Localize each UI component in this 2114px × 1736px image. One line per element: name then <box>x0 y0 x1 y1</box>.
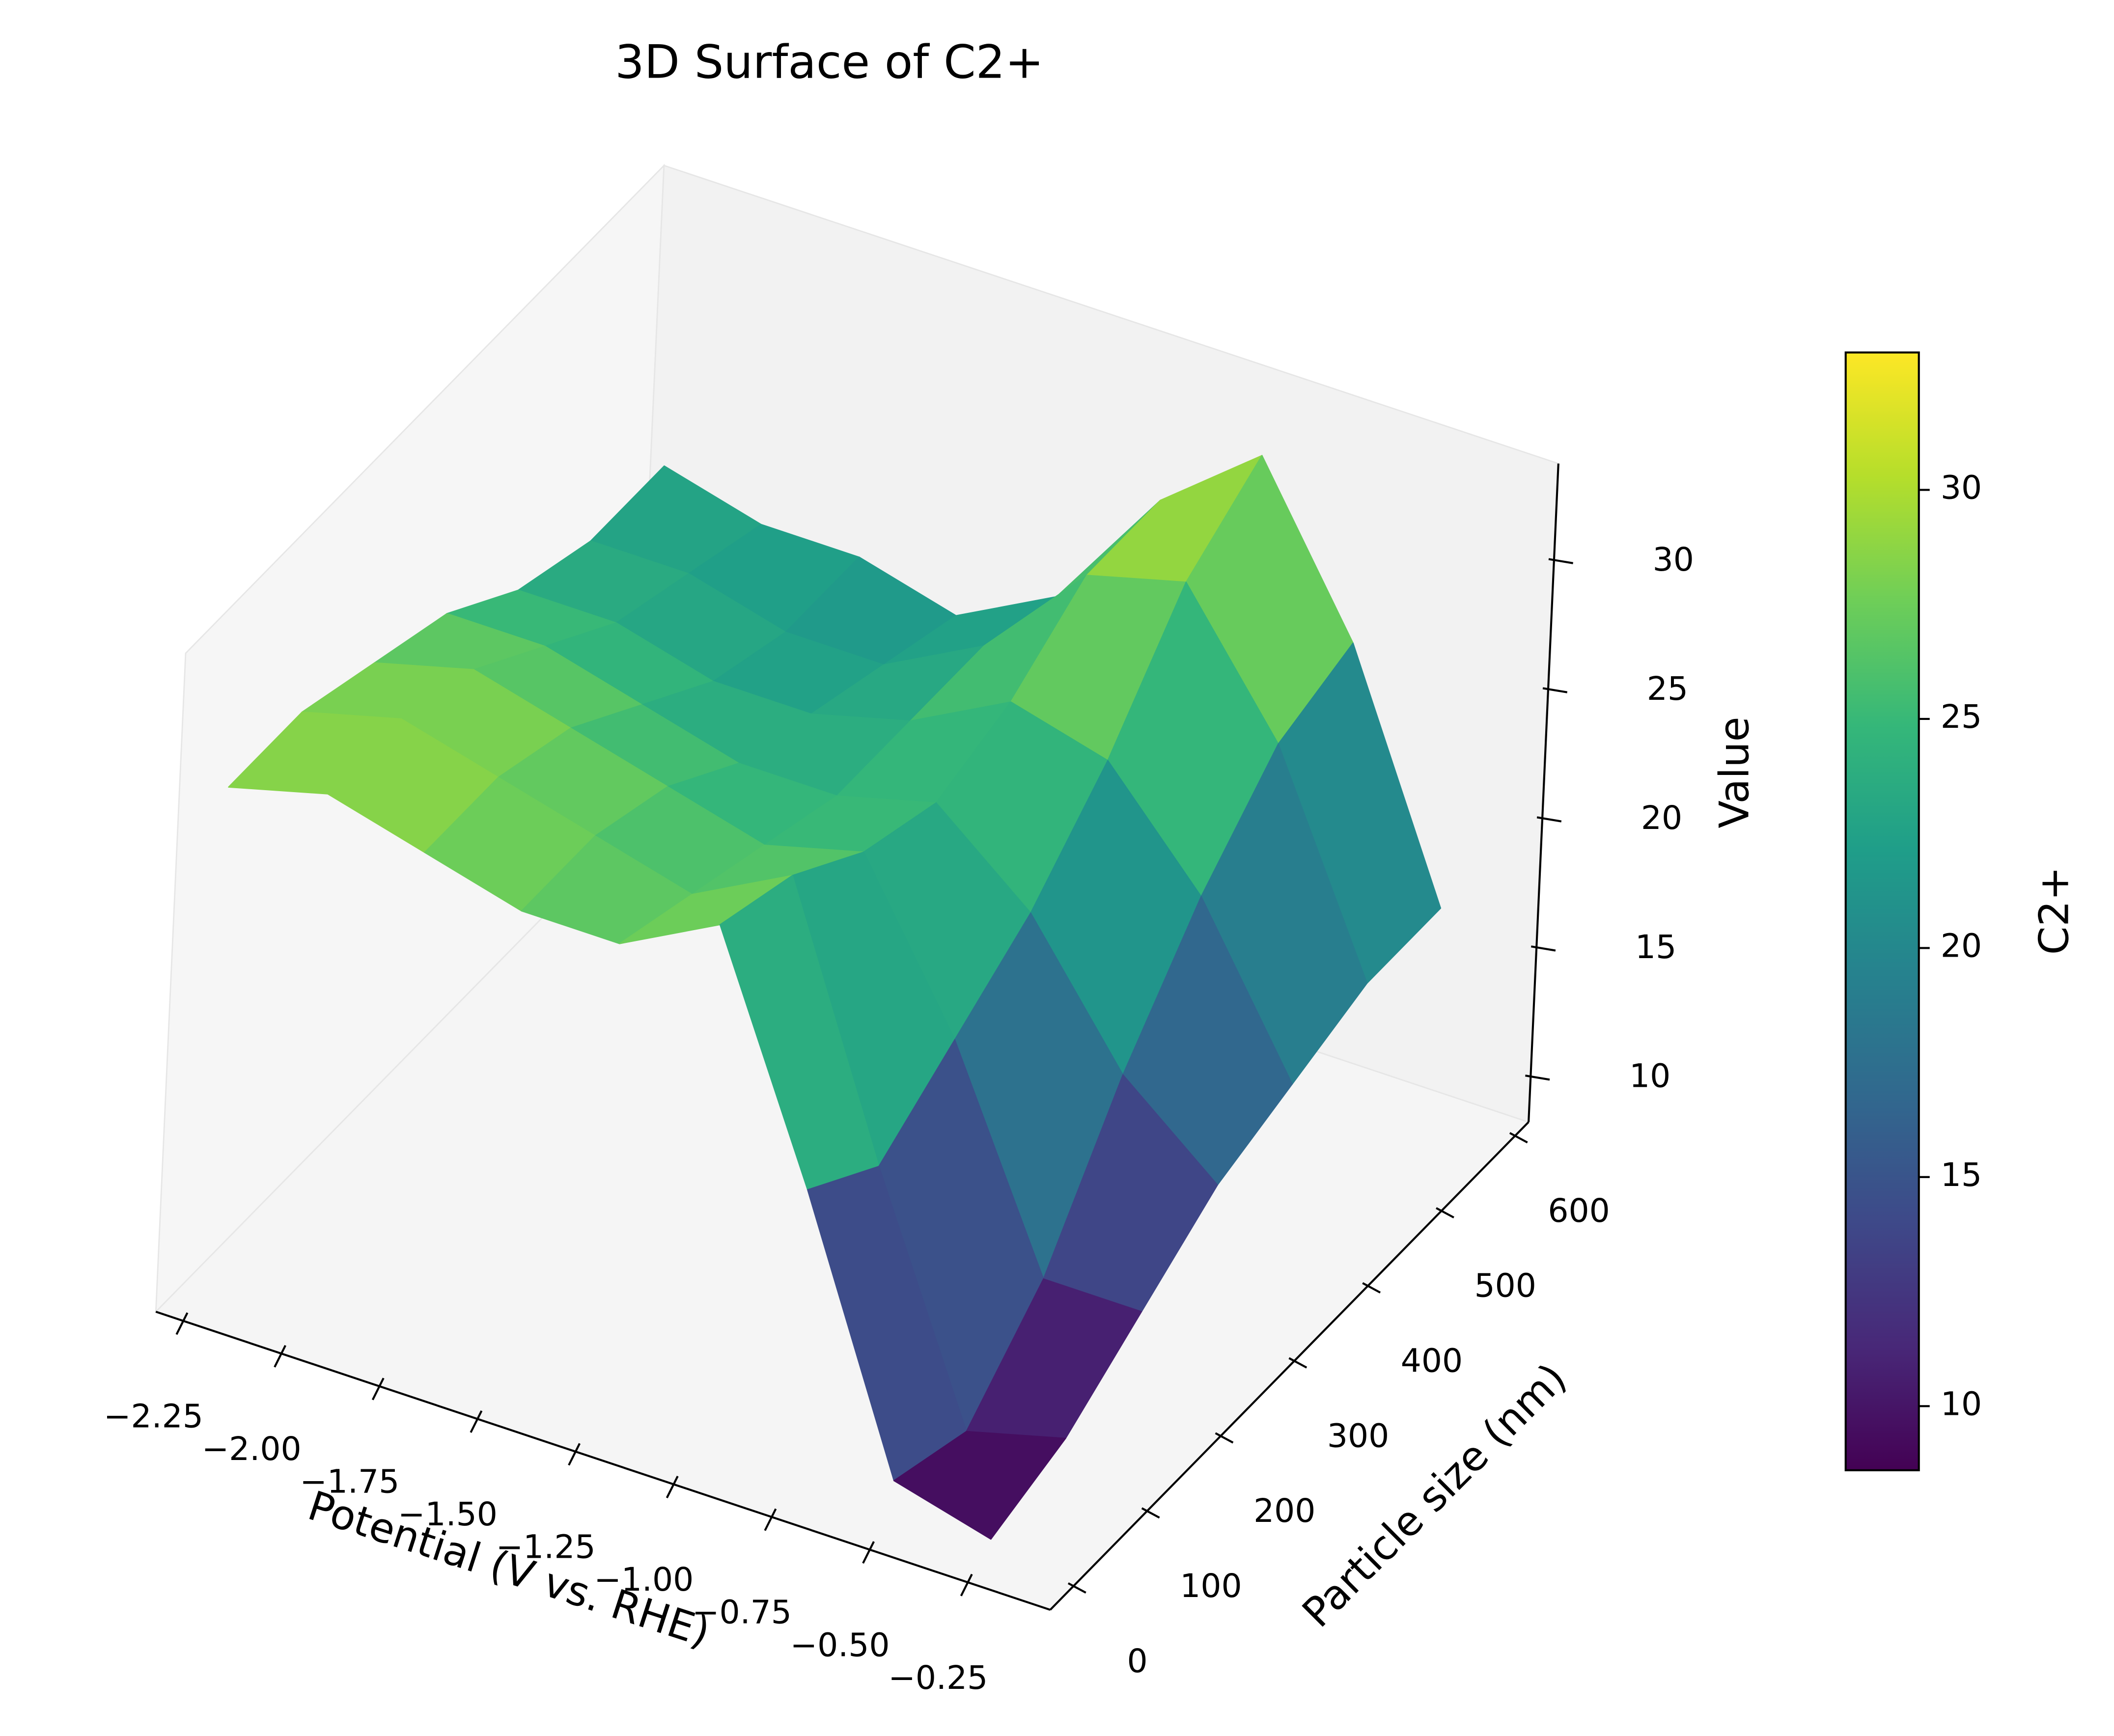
x-tick-label: −1.25 <box>496 1528 596 1566</box>
x-tick-label: −1.50 <box>398 1495 498 1533</box>
x-tick-label: −2.25 <box>104 1397 203 1435</box>
y-tick <box>1067 1582 1086 1594</box>
x-tick-label: −2.00 <box>202 1430 302 1468</box>
x-axis <box>155 1311 1051 1611</box>
x-tick <box>470 1410 483 1433</box>
z-tick-label: 30 <box>1653 541 1694 579</box>
y-tick <box>1141 1507 1160 1519</box>
z-axis-label: Value <box>1710 716 1758 828</box>
x-tick-label: −1.00 <box>594 1561 694 1598</box>
colorbar-label: C2+ <box>2031 867 2078 955</box>
x-tick-label: −0.25 <box>888 1659 988 1697</box>
y-tick <box>1215 1432 1234 1444</box>
colorbar-tick-label: 25 <box>1941 698 1982 736</box>
z-tick <box>1542 687 1568 693</box>
x-tick-label: −1.75 <box>300 1463 399 1501</box>
z-axis <box>1528 463 1559 1122</box>
surface-cell <box>893 1431 1066 1540</box>
z-tick <box>1548 558 1573 564</box>
y-tick-label: 400 <box>1401 1342 1463 1380</box>
y-tick-label: 200 <box>1253 1492 1315 1530</box>
x-tick <box>568 1443 581 1466</box>
x-tick <box>274 1345 286 1368</box>
x-tick <box>764 1508 777 1531</box>
colorbar-tick-label: 10 <box>1941 1385 1982 1423</box>
z-tick-label: 15 <box>1635 928 1676 966</box>
y-tick-label: 0 <box>1127 1642 1148 1680</box>
x-tick <box>862 1541 875 1564</box>
y-axis-label: Particle size (nm) <box>1293 1354 1576 1636</box>
colorbar-tick-label: 15 <box>1941 1156 1982 1194</box>
y-tick <box>1362 1282 1381 1294</box>
x-tick-label: −0.75 <box>692 1594 792 1631</box>
z-tick-label: 25 <box>1647 670 1688 708</box>
y-tick-label: 300 <box>1327 1417 1389 1455</box>
z-tick-label: 20 <box>1641 799 1682 837</box>
colorbar-tick-label: 30 <box>1941 469 1982 507</box>
z-tick <box>1536 816 1562 823</box>
y-tick <box>1509 1132 1528 1144</box>
z-tick-label: 10 <box>1629 1057 1670 1095</box>
x-tick <box>666 1475 679 1498</box>
x-tick-label: −0.50 <box>790 1626 890 1664</box>
colorbar-tick-label: 20 <box>1941 927 1982 964</box>
y-tick-label: 600 <box>1548 1192 1610 1230</box>
colorbar <box>1844 351 1920 1471</box>
x-tick <box>371 1378 385 1401</box>
z-tick <box>1525 1075 1550 1081</box>
y-tick <box>1288 1357 1307 1369</box>
y-tick-label: 500 <box>1474 1267 1536 1305</box>
chart-title: 3D Surface of C2+ <box>615 36 1044 89</box>
x-tick <box>175 1312 189 1335</box>
y-axis <box>1049 1121 1530 1611</box>
x-tick <box>960 1573 973 1597</box>
y-tick-label: 100 <box>1180 1567 1242 1605</box>
z-tick <box>1530 945 1556 952</box>
y-tick <box>1436 1207 1454 1219</box>
